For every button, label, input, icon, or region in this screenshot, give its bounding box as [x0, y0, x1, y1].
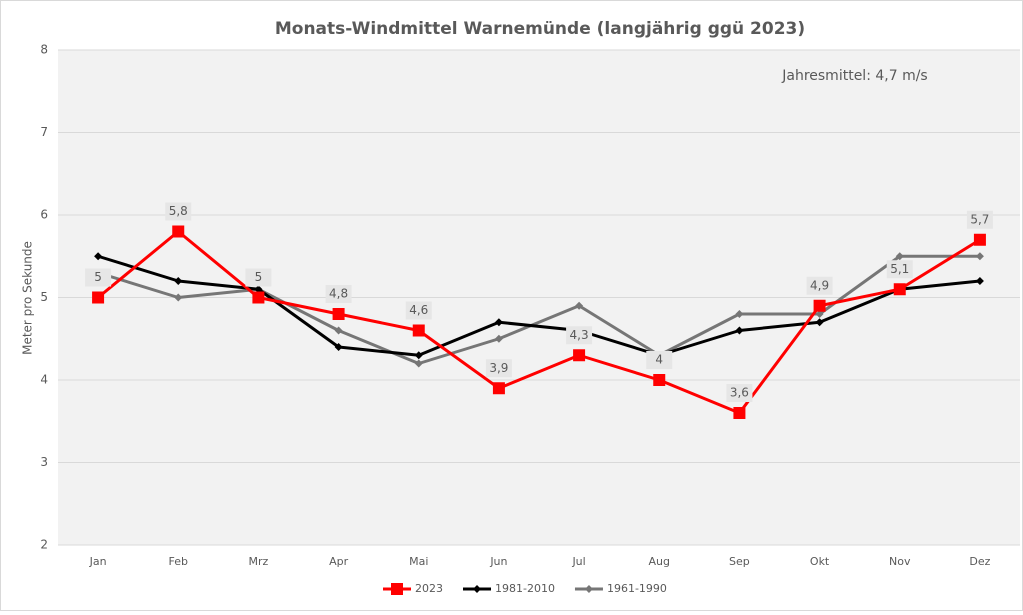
legend-label: 1961-1990 [607, 582, 667, 595]
y-axis-label: Meter pro Sekunde [21, 241, 35, 355]
marker [735, 326, 744, 335]
marker [975, 277, 984, 285]
chart-title: Monats-Windmittel Warnemünde (langjährig… [275, 19, 805, 39]
y-tick-label: 2 [40, 538, 48, 552]
marker [973, 233, 986, 246]
series: 5 5,8 5 4,8 4,6 3,9 4,3 4 3,6 4,9 5,1 5,7 [85, 202, 993, 419]
marker [414, 359, 423, 368]
marker [252, 291, 265, 304]
data-label: 5,8 [169, 204, 188, 218]
x-tick-label: Mrz [249, 555, 269, 568]
data-label: 5 [255, 270, 263, 284]
marker [893, 283, 906, 296]
marker [975, 252, 984, 261]
x-tick-label: Nov [889, 555, 911, 568]
data-label: 4,6 [409, 303, 428, 317]
data-label-box [165, 202, 192, 221]
x-tick-label: Jun [489, 555, 507, 568]
x-tick-label: Jul [571, 555, 585, 568]
data-label-box [646, 351, 673, 369]
data-label: 4,3 [570, 328, 589, 342]
data-label-box [485, 359, 512, 378]
marker [895, 252, 904, 261]
y-tick-label: 5 [40, 290, 48, 304]
marker [575, 301, 584, 310]
marker [815, 310, 824, 318]
marker [412, 324, 425, 337]
y-tick-label: 7 [40, 125, 48, 139]
y-tick-label: 8 [40, 43, 48, 57]
marker [414, 351, 423, 360]
x-tick-label: Feb [169, 555, 188, 568]
marker [391, 583, 403, 595]
marker [584, 585, 593, 593]
marker [473, 585, 481, 593]
marker [494, 318, 503, 327]
marker [492, 382, 505, 395]
data-label: 3,9 [489, 361, 508, 375]
annotation: Jahresmittel: 4,7 m/s [781, 68, 927, 84]
marker [332, 308, 345, 320]
marker [334, 343, 343, 351]
marker [92, 291, 105, 304]
legend-label: 2023 [415, 582, 443, 595]
data-label-box [566, 326, 593, 345]
marker [653, 374, 666, 386]
data-label-box [325, 285, 352, 303]
data-label: 4 [655, 353, 663, 367]
x-tick-label: Aug [649, 555, 670, 568]
data-label: 4,8 [329, 287, 348, 301]
marker [815, 318, 824, 327]
data-label-box [245, 268, 272, 287]
x-tick-label: Apr [329, 555, 349, 568]
legend: 2023 1981-2010 1961-1990 [383, 582, 667, 595]
marker [94, 252, 103, 261]
data-label: 5,7 [970, 212, 989, 226]
marker [172, 225, 185, 238]
data-label: 3,6 [730, 386, 749, 400]
data-label-box [85, 268, 112, 287]
data-label: 5,1 [890, 262, 909, 276]
x-tick-label: Jan [89, 555, 107, 568]
marker [573, 349, 586, 362]
x-tick-label: Okt [810, 555, 830, 568]
marker [813, 299, 826, 312]
data-label: 4,9 [810, 278, 829, 292]
data-label-box [726, 384, 753, 402]
series-line [97, 230, 981, 415]
x-tick-label: Mai [409, 555, 428, 568]
data-label-box [806, 276, 833, 295]
data-label-box [405, 301, 432, 320]
y-tick-label: 3 [40, 455, 48, 469]
marker [174, 277, 183, 285]
marker [733, 407, 746, 419]
marker [334, 326, 343, 335]
x-tick-label: Sep [729, 555, 750, 568]
data-label: 5 [94, 270, 102, 284]
marker [254, 285, 263, 294]
marker [735, 310, 744, 318]
y-tick-label: 4 [40, 373, 48, 387]
x-tick-label: Dez [969, 555, 990, 568]
legend-label: 1981-2010 [495, 582, 555, 595]
data-label-box [886, 260, 913, 279]
marker [494, 334, 503, 343]
marker [174, 293, 183, 302]
y-tick-label: 6 [40, 208, 48, 222]
data-label-box [966, 210, 993, 229]
